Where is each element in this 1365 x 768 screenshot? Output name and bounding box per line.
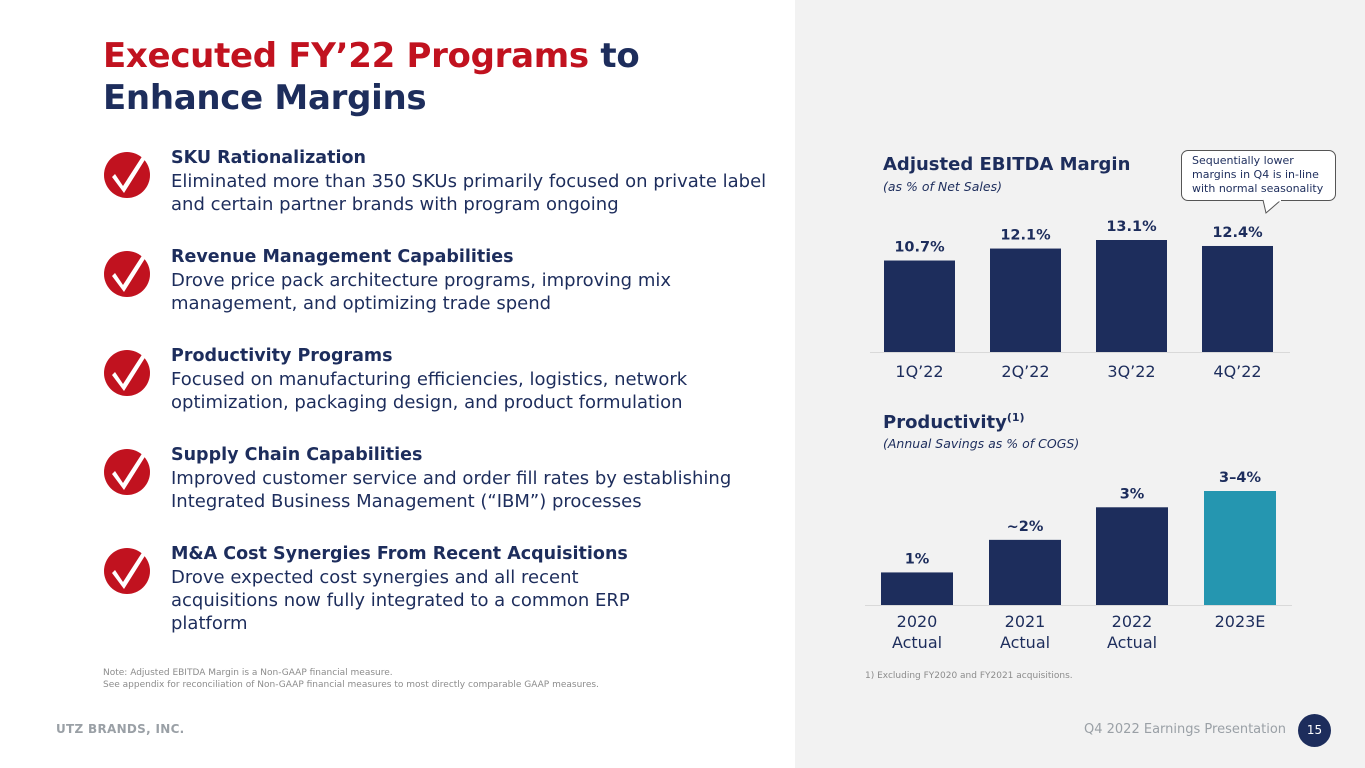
footer-company: UTZ BRANDS, INC. <box>56 722 185 736</box>
data-label: 10.7% <box>894 240 945 256</box>
callout-pointer <box>1262 199 1282 214</box>
item-title: Revenue Management Capabilities <box>171 247 514 267</box>
list-item: Supply Chain Capabilities Improved custo… <box>103 444 763 543</box>
data-label: 3–4% <box>1219 470 1261 486</box>
checkmark-icon <box>104 449 150 495</box>
item-title: Productivity Programs <box>171 346 393 366</box>
title-part-1: to <box>588 36 640 76</box>
item-desc: Improved customer service and order fill… <box>171 468 732 512</box>
tick-label: 2021 <box>1005 612 1046 631</box>
tick-label: 2Q’22 <box>1001 362 1049 381</box>
chart-title-ebitda: Adjusted EBITDA Margin <box>883 154 1131 175</box>
checkmark-icon <box>104 350 150 396</box>
data-label: 1% <box>905 551 930 567</box>
item-title: Supply Chain Capabilities <box>171 445 423 465</box>
checkmark-icon <box>104 251 150 297</box>
title-highlight: Executed FY’22 Programs <box>103 36 589 76</box>
bar <box>1096 240 1167 352</box>
chart-subtitle-ebitda: (as % of Net Sales) <box>883 179 1002 194</box>
list-item: Revenue Management Capabilities Drove pr… <box>103 246 763 345</box>
note-line-1: Note: Adjusted EBITDA Margin is a Non-GA… <box>103 668 393 678</box>
tick-label: 4Q’22 <box>1213 362 1261 381</box>
tick-label: 2020 <box>897 612 938 631</box>
list-item: Productivity Programs Focused on manufac… <box>103 345 763 444</box>
list-item: SKU Rationalization Eliminated more than… <box>103 147 766 246</box>
bar <box>884 260 955 352</box>
item-title: SKU Rationalization <box>171 148 366 168</box>
data-label: 3% <box>1120 486 1145 502</box>
chart-title-text: Productivity <box>883 412 1007 433</box>
chart-title-footnote-ref: (1) <box>1006 411 1025 424</box>
item-desc: Drove expected cost synergies and all re… <box>171 567 630 634</box>
tick-label: Actual <box>892 633 942 652</box>
chart-subtitle-productivity: (Annual Savings as % of COGS) <box>883 436 1080 451</box>
page-title: Executed FY’22 Programs to Enhance Margi… <box>103 35 640 119</box>
chart-title-productivity: Productivity(1) <box>883 411 1025 433</box>
item-desc: Drove price pack architecture programs, … <box>171 270 672 314</box>
checkmark-icon <box>104 152 150 198</box>
footer-presentation: Q4 2022 Earnings Presentation <box>1084 722 1287 737</box>
data-label: 13.1% <box>1106 219 1157 235</box>
list-item: M&A Cost Synergies From Recent Acquisiti… <box>103 543 763 642</box>
footnote: 1) Excluding FY2020 and FY2021 acquisiti… <box>865 671 1073 681</box>
note: Note: Adjusted EBITDA Margin is a Non-GA… <box>103 667 599 691</box>
data-label: 12.1% <box>1000 228 1051 244</box>
note-line-2: See appendix for reconciliation of Non-G… <box>103 680 599 690</box>
bar <box>990 248 1061 352</box>
data-label: 12.4% <box>1212 225 1263 241</box>
right-panel <box>795 0 1365 768</box>
bar <box>1204 491 1276 605</box>
callout-box: Sequentially lower margins in Q4 is in-l… <box>1181 150 1336 201</box>
bar <box>1096 507 1168 605</box>
bar <box>989 539 1061 605</box>
program-list: SKU Rationalization Eliminated more than… <box>103 147 766 642</box>
tick-label: Actual <box>1000 633 1050 652</box>
page-number: 15 <box>1298 714 1331 747</box>
checkmark-icon <box>104 548 150 594</box>
tick-label: 3Q’22 <box>1107 362 1155 381</box>
data-label: ~2% <box>1007 519 1044 535</box>
tick-label: Actual <box>1107 633 1157 652</box>
item-desc: Focused on manufacturing efficiencies, l… <box>171 369 688 413</box>
tick-label: 2022 <box>1112 612 1153 631</box>
item-desc: Eliminated more than 350 SKUs primarily … <box>171 171 767 215</box>
tick-label: 2023E <box>1215 612 1266 631</box>
bar <box>881 572 953 605</box>
tick-label: 1Q’22 <box>895 362 943 381</box>
title-part-2: Enhance Margins <box>103 78 427 118</box>
bar <box>1202 245 1273 352</box>
item-title: M&A Cost Synergies From Recent Acquisiti… <box>171 544 628 564</box>
